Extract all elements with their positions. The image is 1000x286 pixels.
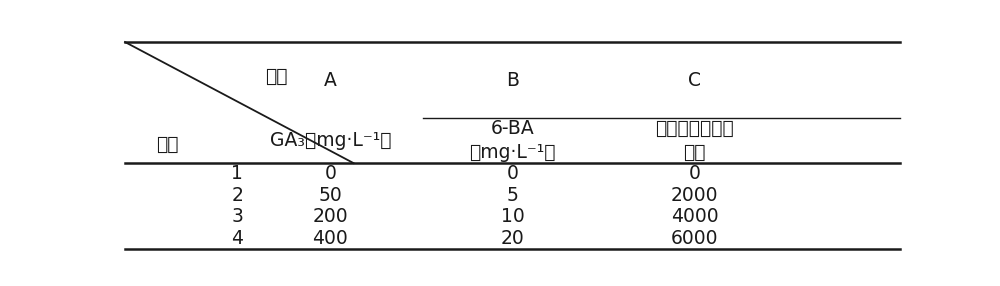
Text: 2000: 2000 [671, 186, 718, 205]
Text: 10: 10 [501, 207, 524, 226]
Text: 水平: 水平 [156, 135, 179, 154]
Text: 50: 50 [318, 186, 342, 205]
Text: 爱多收（稀释倍
数）: 爱多收（稀释倍 数） [655, 119, 734, 162]
Text: B: B [506, 71, 519, 90]
Text: 因素: 因素 [265, 67, 287, 86]
Text: 1: 1 [231, 164, 243, 183]
Text: 5: 5 [507, 186, 518, 205]
Text: 20: 20 [501, 229, 524, 248]
Text: GA₃（mg·L⁻¹）: GA₃（mg·L⁻¹） [270, 131, 391, 150]
Text: 3: 3 [231, 207, 243, 226]
Text: 200: 200 [313, 207, 348, 226]
Text: 0: 0 [689, 164, 701, 183]
Text: 0: 0 [507, 164, 518, 183]
Text: 4000: 4000 [671, 207, 718, 226]
Text: 6000: 6000 [671, 229, 718, 248]
Text: 6-BA
（mg·L⁻¹）: 6-BA （mg·L⁻¹） [469, 119, 556, 162]
Text: A: A [324, 71, 337, 90]
Text: 2: 2 [231, 186, 243, 205]
Text: 400: 400 [312, 229, 348, 248]
Text: 0: 0 [324, 164, 336, 183]
Text: 4: 4 [231, 229, 243, 248]
Text: C: C [688, 71, 701, 90]
